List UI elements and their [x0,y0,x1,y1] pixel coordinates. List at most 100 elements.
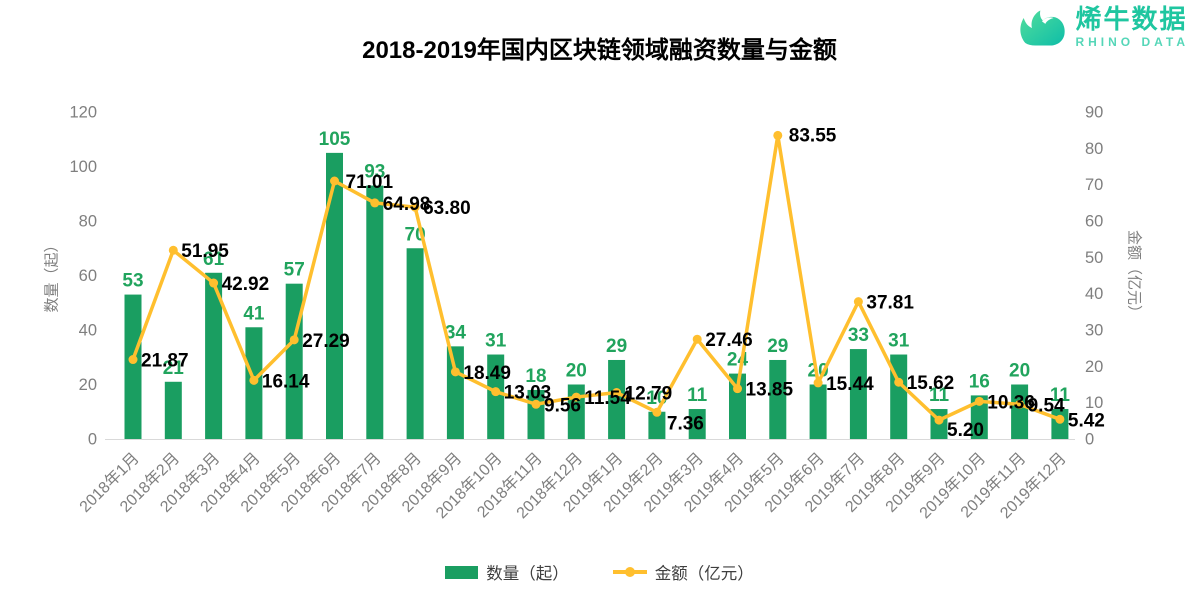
bar [164,381,182,439]
legend-item-amount[interactable]: 金额（亿元） [612,560,754,584]
bar [849,349,867,439]
line-value-label: 83.55 [789,125,837,146]
line-value-label: 16.14 [262,371,310,392]
line-value-label: 13.85 [746,380,794,401]
line-point [1015,399,1025,409]
bar [205,272,223,439]
bar-value-label: 31 [485,331,507,352]
line-value-label: 12.79 [625,384,673,405]
bar [366,185,384,439]
right-axis-tick-label: 50 [1085,249,1103,267]
line-value-label: 9.56 [544,395,581,416]
line-value-label: 51.95 [181,241,229,262]
bar-value-label: 20 [566,361,587,382]
right-axis-tick-label: 30 [1085,322,1103,340]
logo: 烯牛数据 RHINO DATA [1017,5,1189,51]
bar-value-label: 61 [203,249,225,270]
line-point [974,396,984,406]
line-swatch-dot [624,567,635,577]
legend-label-amount: 金额（亿元） [654,565,754,583]
line-point [894,377,904,387]
line-point [450,367,460,377]
line-point [289,335,299,345]
line-value-label: 64.98 [383,194,431,215]
line-value-label: 5.20 [947,420,984,441]
right-axis-tick-label: 90 [1085,104,1103,122]
line-point [330,176,339,186]
line-point [128,355,138,365]
left-axis-tick-label: 60 [79,267,97,285]
line-value-label: 18.49 [463,363,511,384]
line-point [773,130,783,140]
bar [769,359,787,439]
bar-value-label: 57 [284,260,305,281]
bar [608,359,626,439]
bar-series-swatch [445,565,479,579]
right-axis-tick-label: 20 [1085,358,1103,376]
left-axis-tick-label: 80 [79,213,97,231]
logo-name-cn: 烯牛数据 [1075,4,1188,34]
bar [648,411,666,439]
legend-label-count: 数量（起） [486,565,569,583]
bar-value-label: 31 [888,331,910,352]
line-value-label: 21.87 [141,351,189,372]
amount-line [131,133,1062,422]
line-point [531,399,541,409]
bar-value-label: 33 [848,325,869,346]
line-value-label: 10.36 [987,392,1035,413]
bar-value-label: 29 [606,336,627,357]
bar-value-label: 105 [319,129,351,150]
line-point [571,392,581,402]
line-value-label: 9.54 [1028,395,1065,416]
line-series-swatch [612,567,647,577]
logo-name-en: RHINO DATA [1075,35,1189,49]
bar-value-label: 34 [445,322,467,343]
bar-value-label: 11 [929,385,950,406]
line-point [370,198,380,208]
legend: 数量（起） 金额（亿元） [0,560,1199,584]
bar [326,152,343,439]
line-point [853,297,863,307]
bar-value-label: 29 [767,336,788,357]
line-value-label: 71.01 [346,172,394,193]
bar-value-label: 16 [969,371,990,392]
bar-value-label: 20 [1009,361,1030,382]
left-axis-tick-label: 120 [69,104,97,122]
bar-value-label: 11 [687,385,708,406]
bar-value-label: 53 [122,271,143,292]
line-value-label: 42.92 [222,274,270,295]
chart-title: 2018-2019年国内区块链领域融资数量与金额 [362,37,837,64]
line-value-label: 27.46 [705,330,753,351]
line-point [733,384,742,394]
bar-value-label: 18 [525,366,546,387]
line-value-label: 15.44 [826,374,874,395]
bar [285,283,303,439]
right-axis-tick-label: 70 [1085,176,1103,194]
line-point [652,407,662,417]
left-axis-tick-label: 100 [69,158,97,176]
line-point [410,202,420,212]
line-value-label: 7.36 [667,413,704,434]
line-point [612,388,622,398]
bar-value-label: 41 [243,303,265,324]
left-axis-tick-label: 0 [88,431,97,449]
line-value-label: 27.29 [302,331,350,352]
logo-text: 烯牛数据 RHINO DATA [1075,5,1189,49]
legend-item-count[interactable]: 数量（起） [445,560,569,584]
bar [446,346,464,439]
bar-value-label: 20 [808,361,829,382]
bar [970,395,988,439]
bar [124,294,142,439]
left-axis-tick-label: 40 [79,322,97,340]
bar-value-label: 11 [1050,385,1071,406]
right-axis-tick-label: 10 [1085,394,1103,412]
bar [688,409,706,439]
line-value-label: 5.42 [1068,410,1105,431]
bar [809,384,827,439]
bar [406,248,424,439]
right-axis-tick-label: 0 [1085,431,1094,449]
line-point [934,415,944,425]
right-axis-tick-label: 60 [1085,213,1103,231]
